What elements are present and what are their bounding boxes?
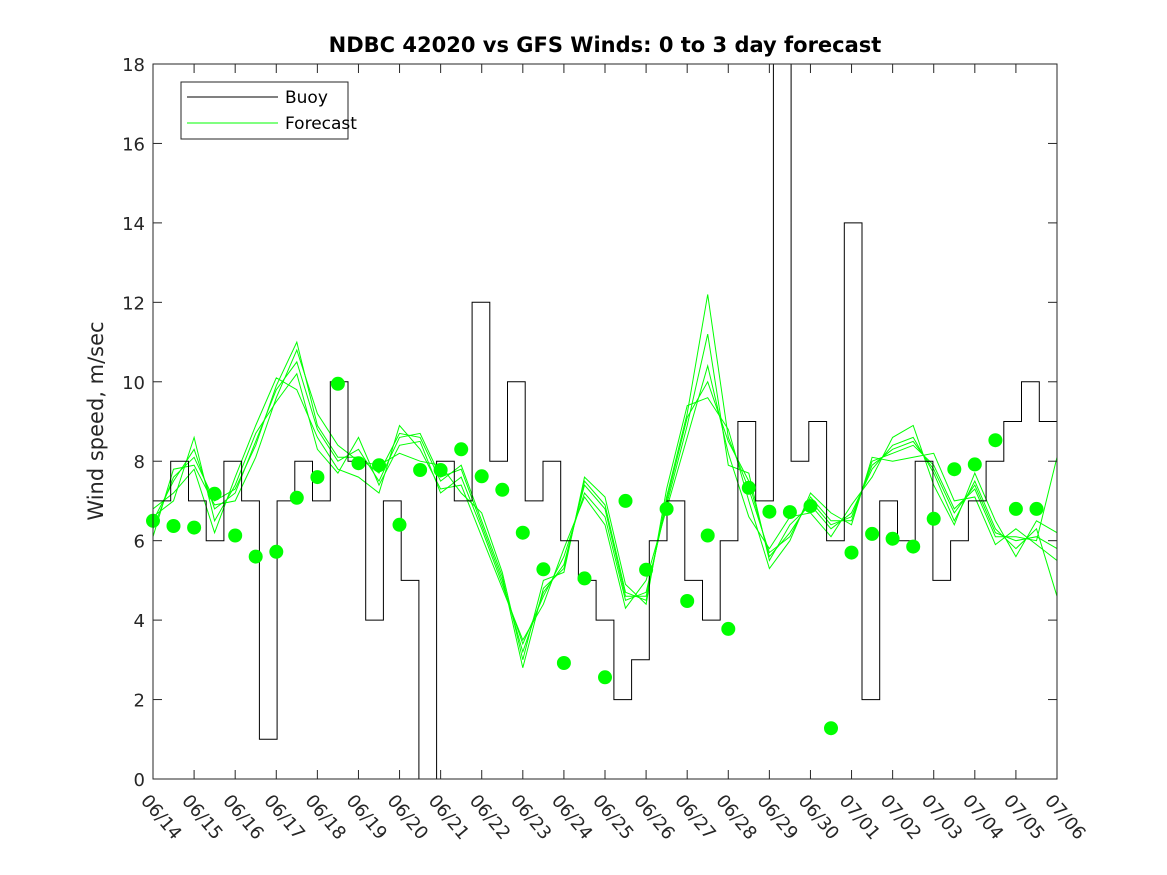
analysis-point: [351, 456, 366, 471]
analysis-point: [824, 721, 838, 736]
analysis-point: [289, 490, 304, 505]
analysis-point: [413, 463, 428, 477]
analysis-markers: [146, 376, 1044, 736]
analysis-point: [269, 544, 284, 559]
analysis-point: [454, 442, 469, 457]
forecast-line-4: [152, 333, 1058, 646]
analysis-point: [844, 545, 859, 560]
analysis-point: [967, 457, 982, 472]
analysis-point: [310, 470, 325, 485]
chart-title: NDBC 42020 vs GFS Winds: 0 to 3 day fore…: [329, 33, 882, 57]
analysis-point: [618, 493, 633, 508]
y-tick-label: 18: [122, 55, 145, 76]
analysis-point: [762, 504, 777, 519]
analysis-point: [885, 531, 900, 546]
y-tick-label: 6: [134, 532, 145, 553]
analysis-point: [433, 463, 448, 477]
y-tick-label: 0: [134, 770, 145, 791]
analysis-point: [926, 511, 941, 526]
plot-background: [153, 64, 1057, 779]
analysis-point: [741, 480, 756, 495]
analysis-point: [515, 525, 530, 540]
y-tick-label: 16: [122, 134, 145, 155]
analysis-point: [166, 519, 181, 533]
analysis-point: [372, 458, 386, 473]
analysis-point: [392, 517, 407, 532]
y-tick-label: 10: [122, 373, 145, 394]
analysis-point: [207, 486, 222, 501]
analysis-point: [495, 482, 510, 497]
analysis-point: [659, 501, 674, 516]
forecast-lines: [152, 294, 1058, 668]
y-tick-label: 8: [134, 452, 145, 473]
legend-box: [180, 81, 349, 140]
forecast-line-1: [152, 360, 1058, 654]
analysis-point: [598, 670, 612, 685]
analysis-point: [1029, 501, 1044, 516]
analysis-point: [228, 528, 243, 543]
legend-forecast-label: Forecast: [285, 114, 357, 134]
y-axis-ticks: 0 2 4 6 8 10 12 14 16 18: [122, 55, 1057, 791]
analysis-point: [1008, 501, 1023, 516]
analysis-point: [639, 562, 654, 577]
forecast-line-2: [152, 363, 1058, 642]
analysis-point: [248, 549, 263, 564]
legend: Buoy Forecast: [180, 81, 357, 140]
y-tick-label: 12: [122, 293, 145, 314]
legend-buoy-label: Buoy: [285, 88, 328, 108]
analysis-point: [947, 462, 962, 477]
analysis-point: [803, 499, 818, 514]
y-axis-label: Wind speed, m/sec: [84, 321, 108, 520]
analysis-point: [865, 526, 880, 541]
analysis-point: [330, 376, 345, 391]
analysis-point: [474, 469, 489, 484]
analysis-point: [700, 528, 715, 543]
analysis-point: [556, 656, 571, 670]
analysis-point: [906, 539, 921, 554]
y-tick-label: 4: [134, 611, 145, 632]
analysis-point: [536, 562, 551, 577]
analysis-point: [988, 433, 1003, 448]
analysis-point: [577, 571, 592, 586]
forecast-line-5: [152, 294, 1058, 668]
analysis-point: [782, 505, 797, 520]
y-tick-label: 14: [122, 214, 145, 235]
y-tick-label: 2: [134, 691, 145, 712]
analysis-point: [721, 621, 736, 636]
analysis-point: [680, 594, 695, 608]
analysis-point: [187, 520, 202, 535]
